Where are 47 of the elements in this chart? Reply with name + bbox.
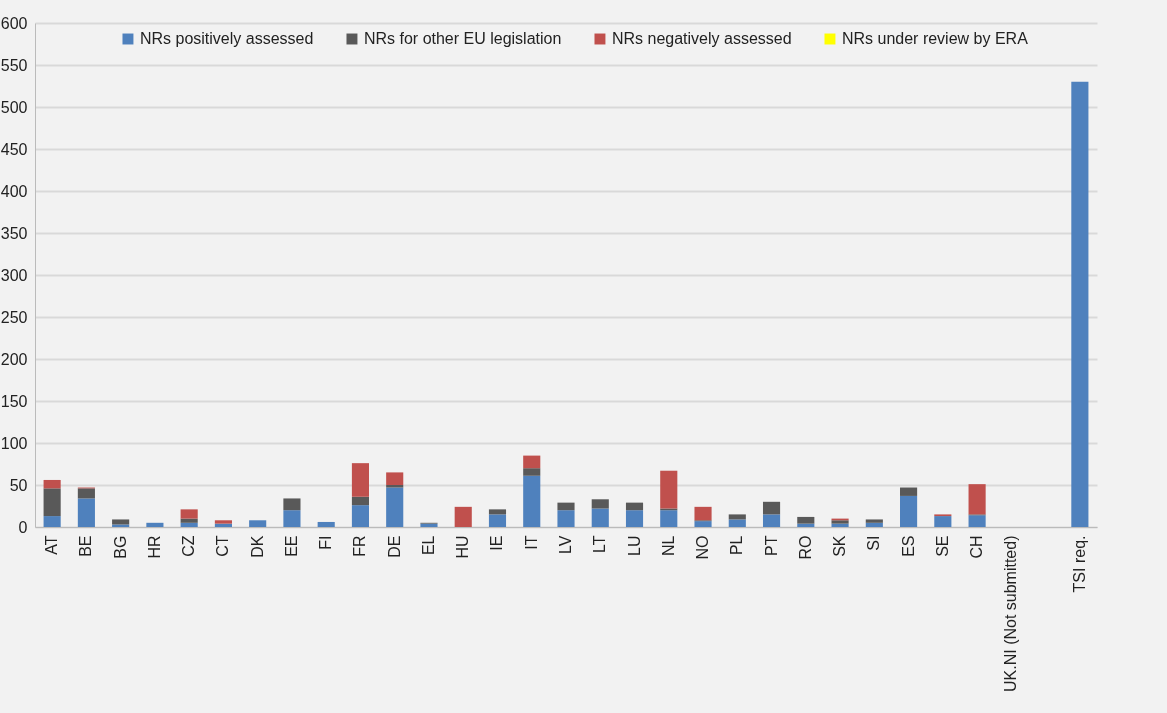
y-tick-label: 150 xyxy=(0,392,28,410)
x-tick-label: BG xyxy=(111,535,129,559)
x-tick-label: ES xyxy=(899,535,917,557)
x-tick-label: HU xyxy=(454,535,472,559)
x-tick-label: PT xyxy=(762,535,780,556)
x-tick-label: SE xyxy=(933,535,951,557)
y-tick-label: 50 xyxy=(9,476,28,494)
y-tick-label: 400 xyxy=(0,182,28,200)
x-tick-label: DE xyxy=(385,535,403,558)
x-tick-label: FR xyxy=(351,535,369,557)
y-tick-label: 500 xyxy=(0,98,28,116)
legend-label: NRs positively assessed xyxy=(139,30,314,47)
legend-label: NRs for other EU legislation xyxy=(363,30,562,47)
x-tick-label: CH xyxy=(968,535,986,559)
y-tick-label: 250 xyxy=(0,308,28,326)
y-tick-label: 450 xyxy=(0,140,28,158)
x-tick-label: TSI req. xyxy=(1070,535,1088,593)
x-tick-label: PL xyxy=(728,535,746,556)
legend-label: NRs negatively assessed xyxy=(611,30,792,47)
y-tick-label: 200 xyxy=(0,350,28,368)
x-tick-label: SK xyxy=(831,535,849,557)
x-tick-label: RO xyxy=(796,535,814,560)
y-tick-label: 600 xyxy=(0,14,28,32)
y-tick-label: 550 xyxy=(0,56,28,74)
x-tick-label: NL xyxy=(659,535,677,556)
x-tick-label: EE xyxy=(282,535,300,557)
x-tick-label: LT xyxy=(591,535,609,553)
x-tick-label: AT xyxy=(43,535,61,555)
x-tick-label: EL xyxy=(419,535,437,556)
x-tick-label: DK xyxy=(248,535,266,558)
x-tick-label: UK.NI (Not submitted) xyxy=(1002,535,1020,692)
y-tick-label: 100 xyxy=(0,434,28,452)
x-tick-label: SI xyxy=(865,535,883,551)
x-tick-label: CT xyxy=(214,535,232,557)
y-tick-label: 0 xyxy=(18,518,28,536)
legend-label: NRs under review by ERA xyxy=(841,30,1029,47)
x-tick-label: CZ xyxy=(180,535,198,557)
x-tick-label: IT xyxy=(522,535,540,550)
y-tick-label: 300 xyxy=(0,266,28,284)
y-tick-label: 350 xyxy=(0,224,28,242)
x-tick-label: LV xyxy=(557,535,574,554)
x-tick-label: LU xyxy=(625,535,643,556)
x-tick-label: IE xyxy=(488,535,506,551)
x-tick-label: BE xyxy=(77,535,95,557)
x-tick-label: FI xyxy=(317,535,335,550)
x-tick-label: NO xyxy=(694,535,712,560)
x-tick-label: HR xyxy=(145,535,163,559)
